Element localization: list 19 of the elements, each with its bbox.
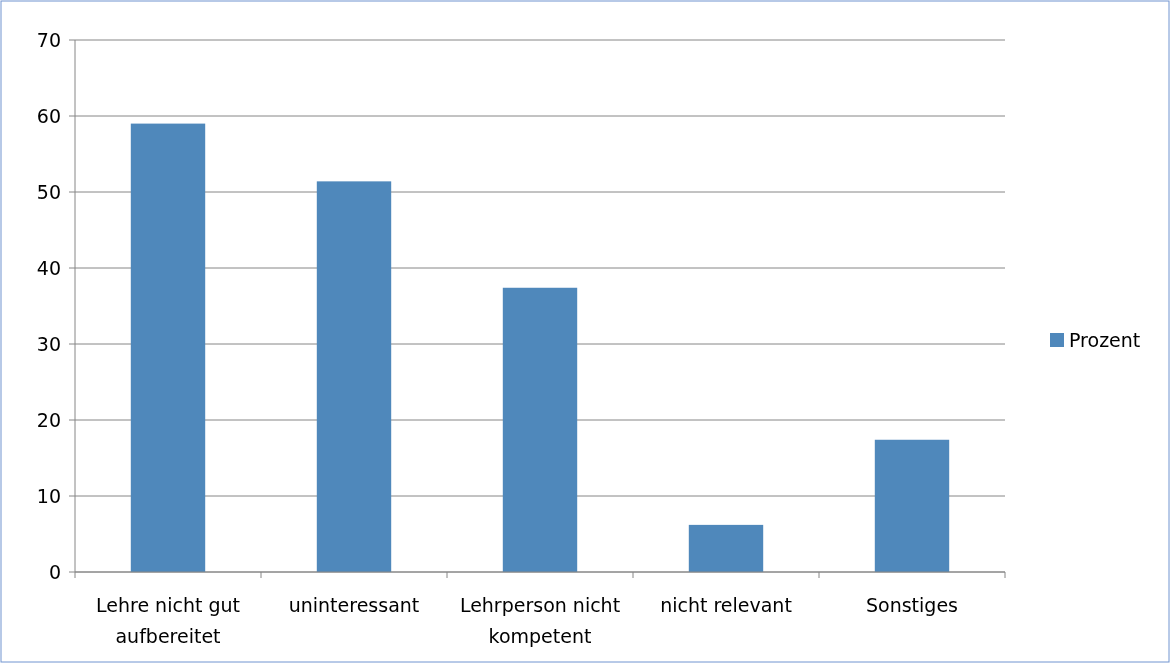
y-tick-label: 60 (36, 104, 61, 127)
x-tick-label: Lehre nicht gut aufbereitet (96, 594, 240, 647)
legend-label: Prozent (1069, 328, 1141, 351)
y-tick-label: 30 (36, 332, 61, 355)
x-tick-label: Sonstiges (865, 594, 959, 616)
bar (316, 181, 392, 572)
x-tick-label: Lehrperson nicht kompetent (459, 594, 621, 647)
y-tick-label: 50 (36, 180, 61, 203)
x-tick-label: nicht relevant (660, 594, 792, 616)
y-tick-label: 0 (48, 560, 61, 583)
y-tick-label: 40 (36, 256, 61, 279)
x-tick-label: uninteressant (288, 594, 420, 616)
y-tick-label: 10 (36, 484, 61, 507)
bar (130, 123, 206, 572)
bar (688, 524, 764, 572)
bar (874, 439, 950, 572)
y-tick-label: 20 (36, 408, 61, 431)
bar (502, 287, 578, 572)
y-tick-label: 70 (36, 28, 61, 51)
